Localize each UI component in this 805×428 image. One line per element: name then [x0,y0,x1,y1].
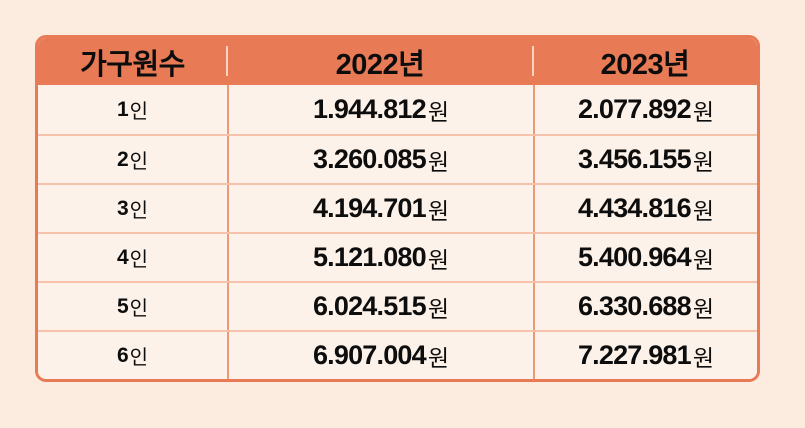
amount-2022: 1.944.812 [312,94,427,124]
cell-2023-amount: 2.077.892 원 [533,85,757,134]
cell-2022-amount: 3.260.085 원 [227,136,533,183]
currency-suffix: 원 [692,344,715,371]
cell-2023-amount: 6.330.688 원 [533,283,757,330]
person-suffix: 인 [129,200,149,222]
household-size-value: 1 [116,97,129,121]
currency-suffix: 원 [427,246,450,273]
currency-suffix: 원 [692,295,715,322]
cell-2023-amount: 4.434.816 원 [533,185,757,232]
household-size-value: 4 [116,245,129,269]
household-size-value: 3 [116,196,129,220]
person-suffix: 인 [129,249,149,271]
amount-2022: 3.260.085 [312,144,427,174]
currency-suffix: 원 [427,148,450,175]
amount-2023: 2.077.892 [577,94,692,124]
household-size-value: 5 [116,294,129,318]
currency-suffix: 원 [692,246,715,273]
currency-suffix: 원 [427,98,450,125]
household-size-value: 2 [116,147,129,171]
currency-suffix: 원 [692,197,715,224]
amount-2023: 3.456.155 [577,144,692,174]
cell-2022-amount: 6.907.004 원 [227,332,533,379]
household-size-value: 6 [116,343,129,367]
amount-2023: 7.227.981 [577,340,692,370]
currency-suffix: 원 [692,98,715,125]
cell-2023-amount: 7.227.981 원 [533,332,757,379]
currency-suffix: 원 [692,148,715,175]
person-suffix: 인 [129,151,149,173]
person-suffix: 인 [129,347,149,369]
cell-2022-amount: 1.944.812 원 [227,85,533,134]
currency-suffix: 원 [427,295,450,322]
amount-2023: 4.434.816 [577,193,692,223]
amount-2022: 6.907.004 [312,340,427,370]
column-header-household-size: 가구원수 [80,48,185,81]
column-header-2022: 2022년 [226,38,533,85]
amount-2022: 4.194.701 [312,193,427,223]
amount-2023: 6.330.688 [577,291,692,321]
cell-2023-amount: 3.456.155 원 [533,136,757,183]
cell-2022-amount: 6.024.515 원 [227,283,533,330]
amount-2023: 5.400.964 [577,242,692,272]
currency-suffix: 원 [427,197,450,224]
person-suffix: 인 [129,101,149,123]
column-header-2023: 2023년 [532,38,757,85]
person-suffix: 인 [129,298,149,320]
cell-2023-amount: 5.400.964 원 [533,234,757,281]
table-header-row: 가구원수 2022년 2023년 [38,38,757,85]
currency-suffix: 원 [427,344,450,371]
cell-2022-amount: 5.121.080 원 [227,234,533,281]
amount-2022: 6.024.515 [312,291,427,321]
amount-2022: 5.121.080 [312,242,427,272]
cell-2022-amount: 4.194.701 원 [227,185,533,232]
